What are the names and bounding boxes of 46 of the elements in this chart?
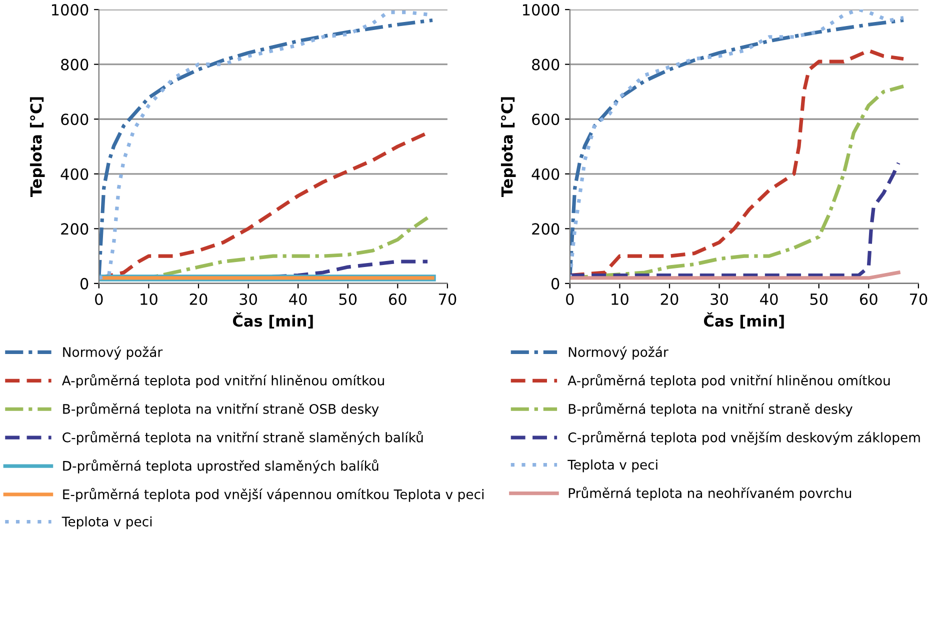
legend-label: D-průměrná teplota uprostřed slaměných balíků bbox=[63, 459, 378, 474]
y-tick-label: 400 bbox=[532, 168, 560, 180]
x-tick-label: 20 bbox=[660, 293, 678, 306]
x-tick-label: 10 bbox=[140, 293, 158, 306]
legend-label: A-průměrná teplota pod vnitřní hliněnou omítkou bbox=[62, 374, 384, 388]
legend-label: C-průměrná teplota na vnitřní straně slaměných balíků bbox=[62, 431, 423, 445]
y-axis-title: Teplota [°C] bbox=[30, 97, 45, 198]
x-tick-label: 10 bbox=[612, 293, 628, 306]
legend-label: A-průměrná teplota pod vnitřní hliněnou omítkou bbox=[568, 374, 890, 388]
x-tick-label: 60 bbox=[860, 293, 878, 306]
x-axis-title: Čas [min] bbox=[704, 312, 784, 329]
x-tick-label: 70 bbox=[438, 293, 456, 306]
y-tick-label: 0 bbox=[80, 278, 88, 290]
line-series bbox=[570, 161, 900, 278]
x-tick-label: 30 bbox=[710, 293, 728, 306]
legend-label: Průměrná teplota na neohřívaném povrchu bbox=[568, 486, 852, 501]
x-tick-label: 0 bbox=[95, 293, 103, 306]
legend-label: B-průměrná teplota na vnitřní straně desky bbox=[568, 402, 852, 416]
x-tick-label: 0 bbox=[566, 293, 574, 306]
y-tick-label: 800 bbox=[532, 58, 560, 70]
y-tick-label: 0 bbox=[551, 278, 560, 290]
x-tick-label: 30 bbox=[240, 293, 257, 306]
legend-label: Teplota v peci bbox=[568, 459, 658, 472]
y-tick-label: 600 bbox=[532, 114, 560, 126]
x-tick-label: 70 bbox=[910, 293, 928, 306]
y-axis-title: Teplota [°C] bbox=[500, 97, 516, 198]
y-tick-label: 800 bbox=[61, 58, 88, 70]
legend-label: E-průměrná teplota pod vnější vápennou omítkou Teplota v peci bbox=[63, 488, 484, 502]
x-tick-label: 50 bbox=[810, 293, 828, 306]
x-tick-label: 50 bbox=[339, 293, 357, 306]
y-tick-label: 600 bbox=[61, 114, 88, 126]
x-tick-label: 60 bbox=[389, 293, 406, 306]
legend-label: B-průměrná teplota na vnitřní straně OSB desky bbox=[63, 402, 379, 416]
legend-label: Normový požár bbox=[568, 346, 668, 360]
x-tick-label: 40 bbox=[289, 293, 307, 306]
y-tick-label: 400 bbox=[60, 168, 88, 180]
legend-label: Normový požár bbox=[63, 346, 163, 360]
legend-label: Teplota v peci bbox=[62, 516, 152, 530]
x-tick-label: 40 bbox=[760, 293, 778, 306]
x-axis-title: Čas [min] bbox=[232, 312, 313, 329]
y-tick-label: 1000 bbox=[522, 4, 560, 16]
y-tick-label: 200 bbox=[532, 223, 560, 235]
x-tick-label: 20 bbox=[190, 293, 208, 306]
legend-label: C-průměrná teplota pod vnějším deskovým záklopem bbox=[568, 431, 920, 445]
y-tick-label: 1000 bbox=[52, 4, 88, 16]
y-tick-label: 200 bbox=[61, 223, 88, 235]
